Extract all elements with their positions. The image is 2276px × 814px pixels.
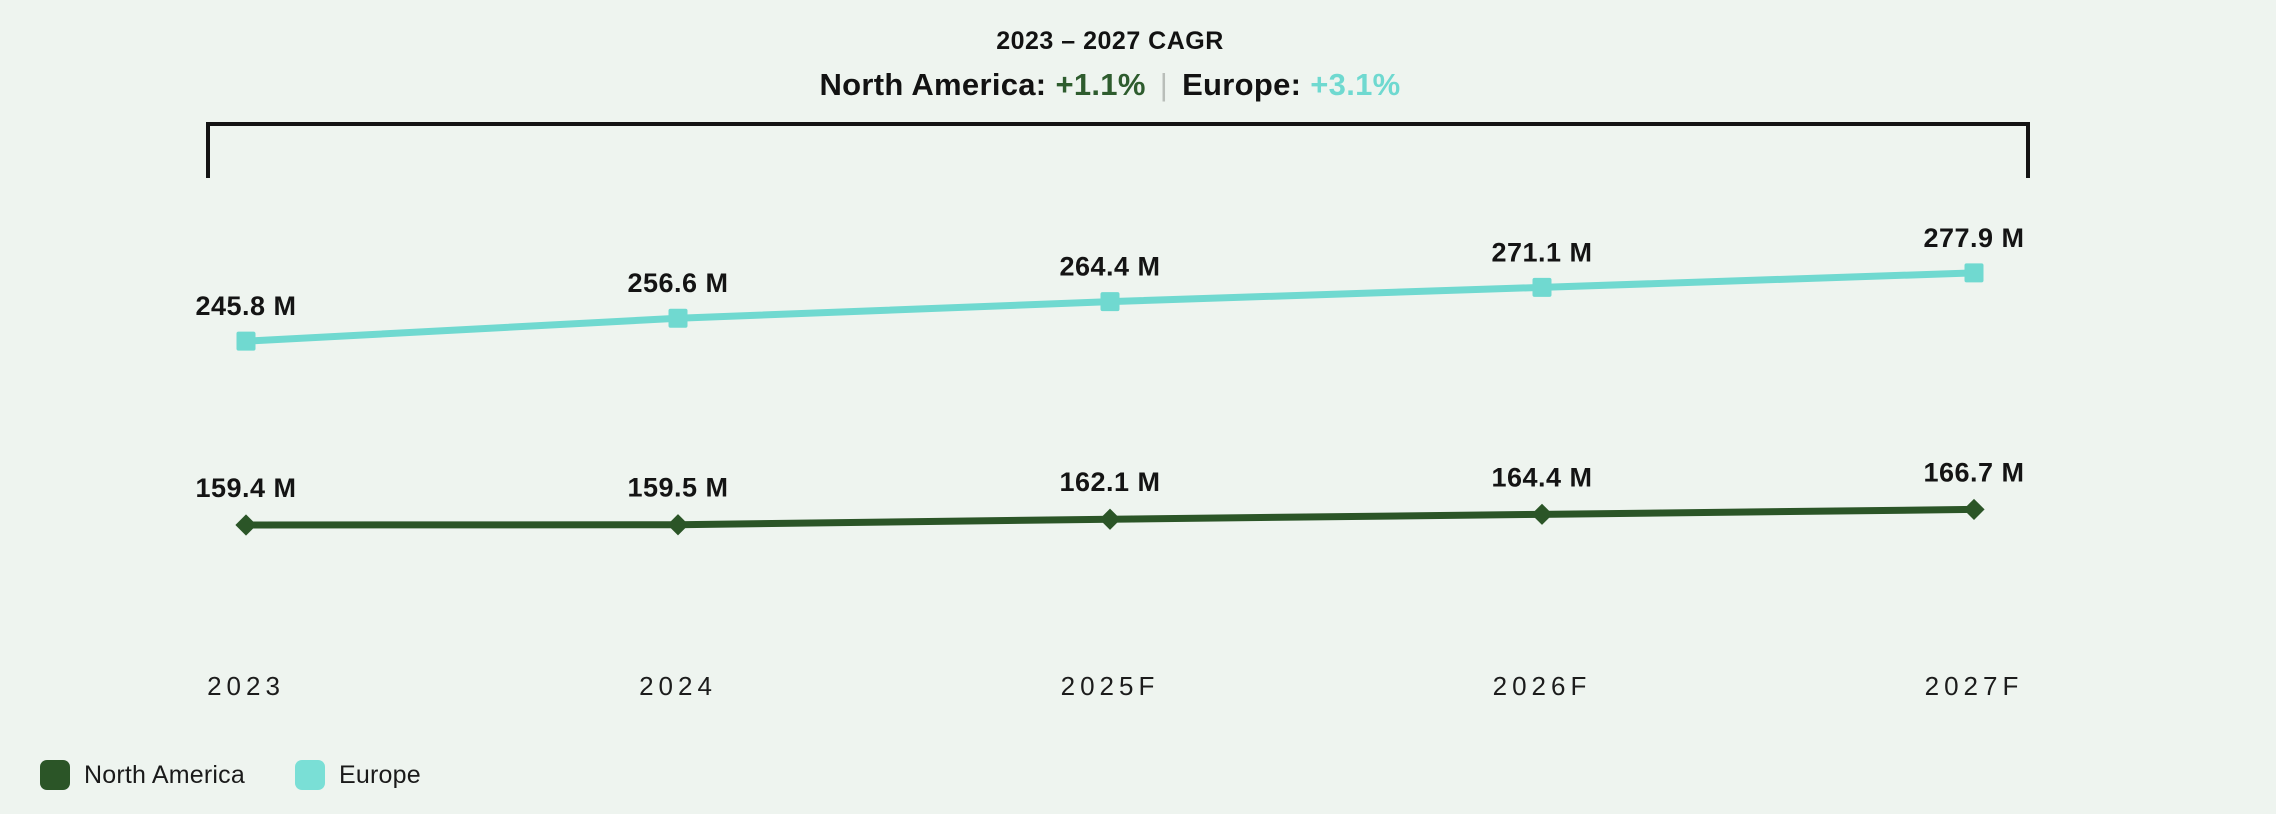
- north-america-point-2026F: [1531, 503, 1553, 525]
- north-america-swatch: [40, 760, 70, 790]
- chart-title: 2023 – 2027 CAGR: [996, 27, 1224, 55]
- europe-point-2023: [236, 331, 256, 351]
- axis-label-2024: 2024: [639, 671, 717, 701]
- north-america-point-2024: [667, 514, 689, 536]
- subtitle-eu-value: +3.1%: [1310, 67, 1401, 102]
- subtitle-na-label: North America:: [819, 67, 1047, 102]
- subtitle-separator: |: [1159, 67, 1169, 102]
- legend-label: North America: [84, 760, 245, 789]
- europe-value-label-2026F: 271.1 M: [1491, 237, 1592, 267]
- europe-value-label-2023: 245.8 M: [195, 291, 296, 321]
- legend-item-europe: Europe: [295, 760, 421, 790]
- north-america-value-label-2027F: 166.7 M: [1923, 457, 2024, 487]
- europe-point-2027F: [1964, 263, 1984, 283]
- axis-label-2023: 2023: [207, 671, 285, 701]
- europe-point-2025F: [1100, 292, 1120, 312]
- subtitle-eu-label: Europe:: [1182, 67, 1302, 102]
- cagr-bracket: [206, 122, 2030, 178]
- legend-item-north-america: North America: [40, 760, 245, 790]
- europe-point-2026F: [1532, 277, 1552, 297]
- axis-label-2027F: 2027F: [1925, 671, 2024, 701]
- axis-label-2025F: 2025F: [1061, 671, 1160, 701]
- europe-value-label-2027F: 277.9 M: [1923, 223, 2024, 253]
- legend-label: Europe: [339, 760, 421, 789]
- north-america-value-label-2023: 159.4 M: [195, 473, 296, 503]
- europe-swatch: [295, 760, 325, 790]
- chart-legend: North America Europe: [40, 760, 471, 790]
- north-america-value-label-2026F: 164.4 M: [1491, 462, 1592, 492]
- subtitle-na-value: +1.1%: [1055, 67, 1146, 102]
- europe-point-2024: [668, 308, 688, 328]
- north-america-point-2025F: [1099, 508, 1121, 530]
- europe-value-label-2025F: 264.4 M: [1059, 252, 1160, 282]
- north-america-point-2023: [235, 514, 257, 536]
- north-america-value-label-2024: 159.5 M: [627, 473, 728, 503]
- north-america-value-label-2025F: 162.1 M: [1059, 467, 1160, 497]
- chart-subtitle: North America: +1.1% | Europe: +3.1%: [0, 67, 2220, 103]
- north-america-point-2027F: [1963, 498, 1985, 521]
- axis-label-2026F: 2026F: [1493, 671, 1592, 701]
- europe-value-label-2024: 256.6 M: [627, 268, 728, 298]
